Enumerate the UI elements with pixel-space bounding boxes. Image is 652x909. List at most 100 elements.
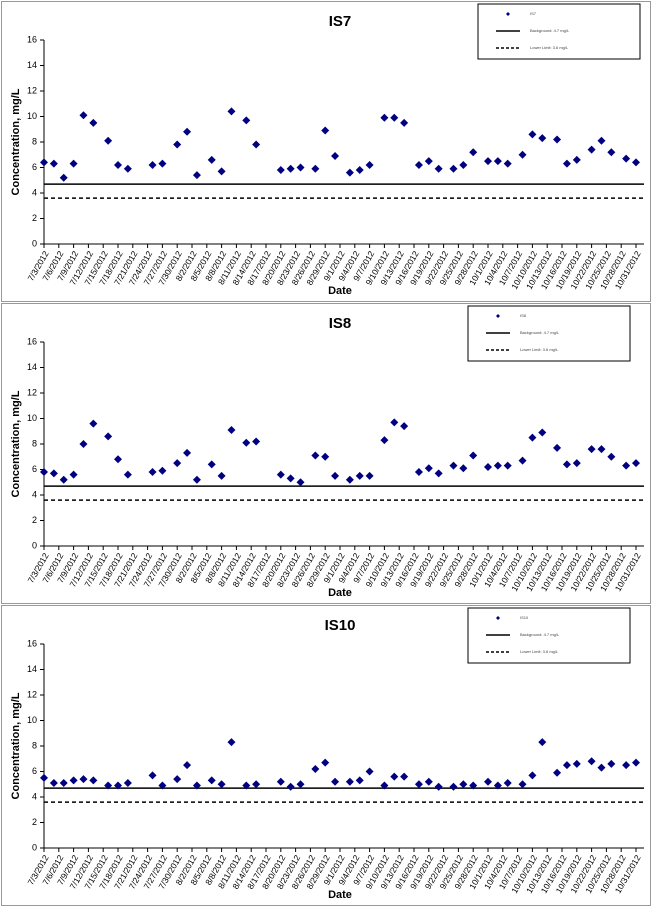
data-point: [286, 782, 295, 791]
data-point: [587, 145, 596, 154]
legend-label: Lower Limit: 3.6 mg/L: [520, 649, 559, 654]
data-point: [400, 118, 409, 127]
data-point: [123, 164, 132, 173]
data-point: [528, 130, 537, 139]
data-point: [414, 160, 423, 169]
data-point: [192, 475, 201, 484]
y-tick-label: 10: [27, 413, 37, 423]
legend-label: IS10: [520, 615, 529, 620]
legend-marker: [496, 616, 500, 620]
data-point: [40, 773, 48, 782]
data-point: [148, 160, 157, 169]
data-point: [562, 761, 571, 770]
data-point: [434, 469, 443, 478]
legend-marker: [496, 314, 500, 318]
data-point: [390, 113, 399, 122]
data-point: [311, 164, 320, 173]
data-point: [355, 166, 364, 175]
data-point: [276, 470, 285, 479]
data-point: [252, 780, 261, 789]
legend-label: IS7: [530, 11, 537, 16]
data-point: [217, 780, 226, 789]
data-point: [365, 767, 374, 776]
data-point: [286, 474, 295, 483]
data-point: [276, 777, 285, 786]
data-point: [242, 116, 251, 125]
data-point: [40, 158, 48, 167]
legend-label: Lower Limit: 3.6 mg/L: [520, 347, 559, 352]
data-point: [207, 460, 216, 469]
y-tick-label: 12: [27, 387, 37, 397]
data-point: [449, 782, 458, 791]
chart-title: IS7: [329, 13, 352, 30]
data-point: [286, 164, 295, 173]
data-point: [183, 448, 192, 457]
y-tick-label: 2: [32, 817, 37, 827]
data-point: [49, 159, 58, 168]
y-tick-label: 16: [27, 34, 37, 44]
data-point: [562, 159, 571, 168]
data-point: [79, 775, 88, 784]
data-point: [597, 445, 606, 454]
y-tick-label: 6: [32, 464, 37, 474]
data-point: [104, 136, 113, 145]
data-point: [296, 780, 305, 789]
data-point: [459, 780, 468, 789]
data-point: [597, 136, 606, 145]
data-point: [414, 780, 423, 789]
data-point: [424, 464, 433, 473]
data-point: [493, 157, 502, 166]
data-point: [311, 451, 320, 460]
y-axis-label: Concentration, mg/L: [10, 692, 22, 799]
data-point: [469, 781, 478, 790]
data-point: [469, 148, 478, 157]
legend-label: Background: 4.7 mg/L: [530, 28, 570, 33]
data-point: [158, 159, 167, 168]
x-axis-label: Date: [328, 587, 352, 599]
y-tick-label: 2: [32, 515, 37, 525]
data-point: [69, 159, 78, 168]
data-point: [572, 459, 581, 468]
data-point: [355, 776, 364, 785]
data-point: [518, 456, 527, 465]
data-point: [345, 777, 354, 786]
data-point: [449, 164, 458, 173]
data-point: [345, 475, 354, 484]
x-axis-label: Date: [328, 285, 352, 297]
data-point: [503, 159, 512, 168]
data-point: [331, 777, 340, 786]
data-point: [207, 776, 216, 785]
data-point: [424, 157, 433, 166]
data-point: [59, 475, 68, 484]
data-point: [69, 776, 78, 785]
x-axis-label: Date: [328, 889, 352, 901]
data-point: [104, 432, 113, 441]
data-point: [434, 164, 443, 173]
data-point: [484, 462, 492, 471]
y-tick-label: 0: [32, 842, 37, 852]
data-point: [123, 470, 132, 479]
data-point: [331, 471, 340, 480]
data-point: [390, 772, 399, 781]
data-point: [89, 776, 98, 785]
data-point: [192, 171, 201, 180]
data-point: [459, 464, 468, 473]
data-point: [123, 778, 132, 787]
data-point: [493, 461, 502, 470]
data-point: [390, 418, 399, 427]
data-point: [597, 763, 606, 772]
data-point: [622, 461, 631, 470]
data-point: [217, 167, 226, 176]
data-point: [69, 470, 78, 479]
data-point: [114, 160, 122, 169]
data-point: [89, 118, 98, 127]
data-point: [148, 771, 157, 780]
data-point: [632, 158, 640, 167]
data-point: [365, 160, 374, 169]
data-point: [89, 419, 98, 428]
chart-title: IS8: [329, 315, 352, 332]
y-axis-label: Concentration, mg/L: [10, 88, 22, 195]
data-point: [227, 738, 236, 747]
data-point: [553, 768, 562, 777]
